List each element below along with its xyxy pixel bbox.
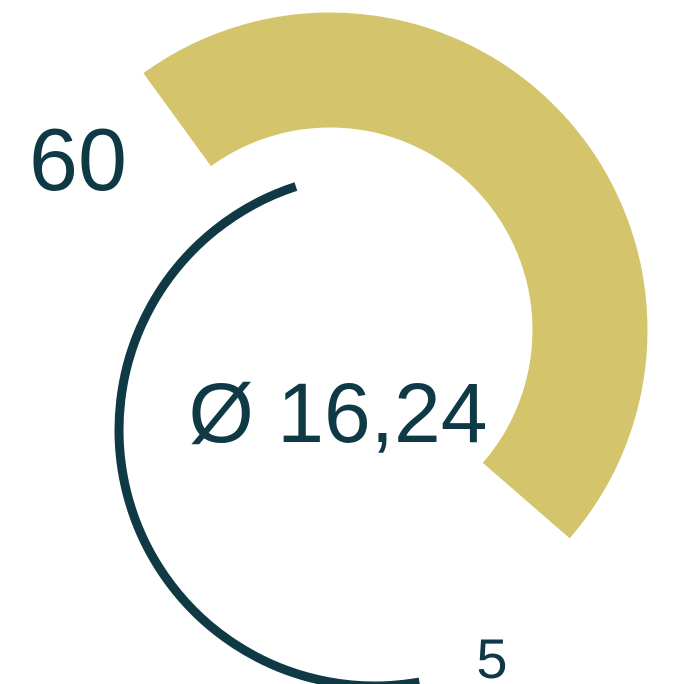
average-value-label: Ø 16,24: [189, 366, 488, 460]
max-value-label: 60: [29, 110, 127, 209]
min-value-label: 5: [476, 627, 507, 684]
